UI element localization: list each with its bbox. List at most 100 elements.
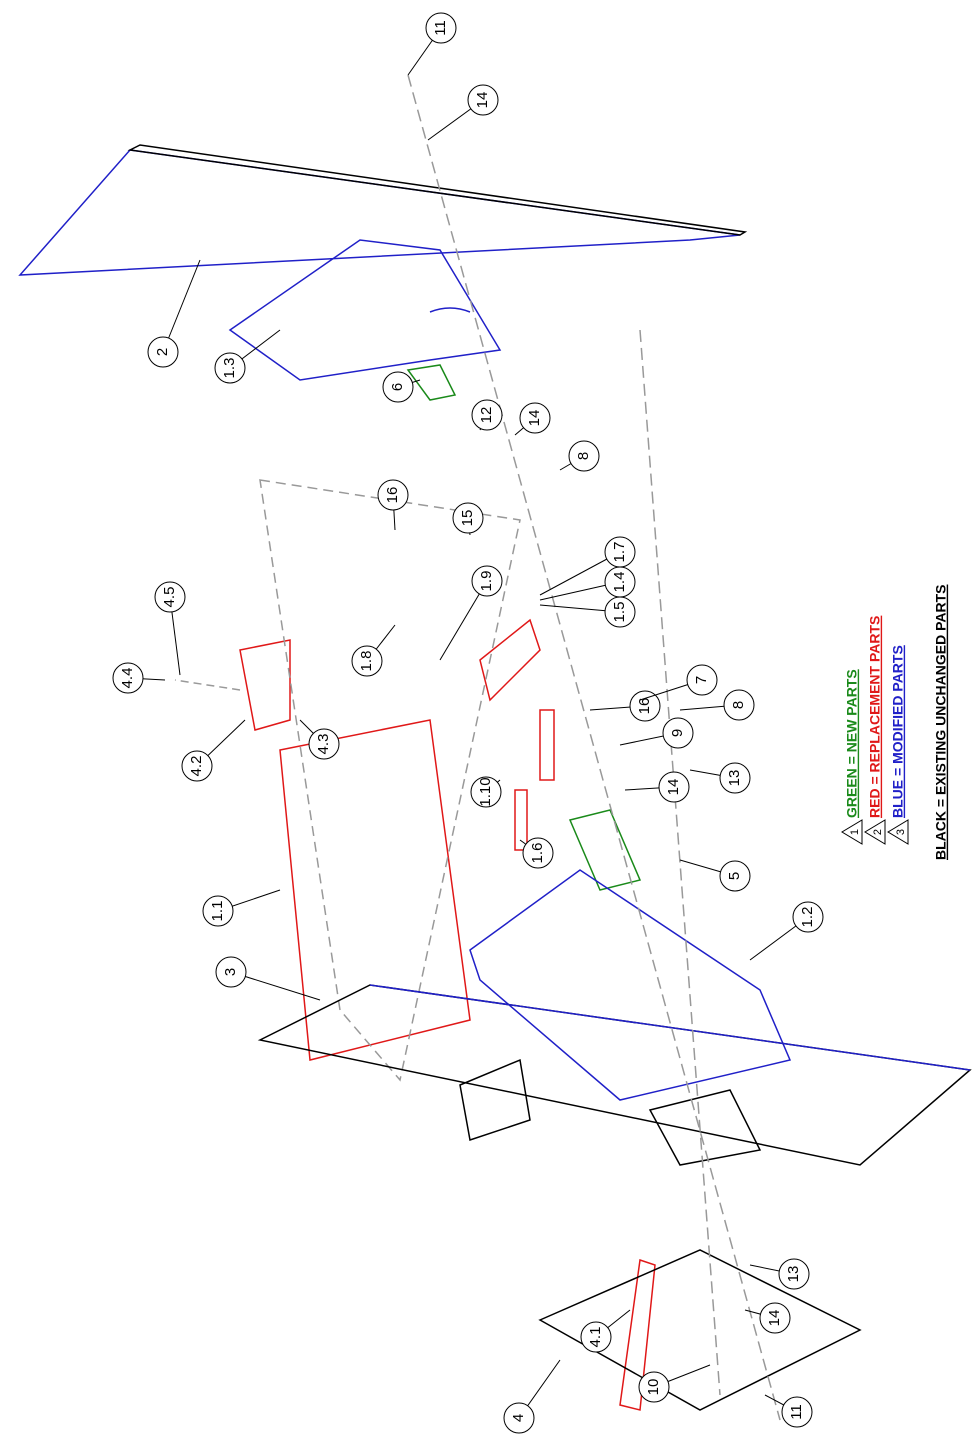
callout-label: 3	[222, 968, 239, 976]
callout-balloon	[470, 776, 502, 808]
callout-label: 15	[459, 510, 476, 527]
callout-label: 8	[575, 452, 592, 460]
callout-balloon	[452, 502, 484, 534]
callout-label: 5	[726, 872, 743, 880]
callout-label: 16	[636, 698, 653, 715]
callout-label: 2	[154, 348, 171, 356]
callout-label: 1.10	[477, 777, 494, 806]
callout-label: 1.3	[221, 358, 238, 379]
legend-text: BLUE = MODIFIED PARTS	[890, 645, 906, 818]
callout-balloon	[638, 1371, 670, 1403]
part-5	[568, 809, 642, 891]
callout-label: 16	[384, 487, 401, 504]
callout-label: 11	[788, 1404, 805, 1420]
callout-balloon	[662, 717, 694, 749]
callout-balloon	[471, 565, 503, 597]
callout-balloon	[112, 662, 144, 694]
callout-label: 1.7	[611, 542, 628, 563]
callout-balloon	[781, 1396, 813, 1428]
callout-balloon	[215, 956, 247, 988]
leader-line	[230, 971, 321, 1001]
callout-label: 4.3	[315, 734, 332, 755]
callout-label: 1.2	[799, 907, 816, 928]
assembly-outline	[259, 479, 521, 1082]
callout-label: 1.6	[529, 843, 546, 864]
bracket-1-3	[228, 239, 502, 381]
leader-line	[162, 259, 201, 353]
callout-balloon	[377, 479, 409, 511]
plate-2-edge	[127, 144, 748, 236]
callout-balloon	[604, 596, 636, 628]
callout-balloon	[723, 689, 755, 721]
legend-text: BLACK = EXISTING UNCHANGED PARTS	[933, 585, 949, 860]
callout-balloon	[568, 440, 600, 472]
legend-marker: 2	[872, 829, 884, 835]
callout-balloon	[519, 402, 551, 434]
part-1-6	[514, 789, 528, 851]
frame-rib	[648, 1089, 762, 1166]
callout-label: 1.5	[611, 602, 628, 623]
callout-label: 13	[726, 770, 743, 787]
callout-label: 4.4	[119, 668, 136, 689]
callout-label: 4	[510, 1414, 527, 1422]
part-1-5	[479, 618, 541, 702]
callout-label: 14	[474, 92, 491, 109]
frame-rib	[459, 1058, 531, 1141]
arm-1-1	[279, 719, 471, 1061]
callout-balloon	[792, 901, 824, 933]
callout-balloon	[778, 1258, 810, 1290]
callout-label: 1.4	[611, 572, 628, 593]
callout-label: 9	[669, 729, 686, 737]
part-9	[539, 709, 555, 781]
callout-label: 12	[478, 407, 495, 424]
callout-balloon	[719, 762, 751, 794]
callout-balloon	[629, 690, 661, 722]
part-6	[406, 364, 457, 401]
callout-balloon	[719, 860, 751, 892]
callout-label: 6	[389, 383, 406, 391]
callout-balloon	[658, 771, 690, 803]
callouts: 11 14 2 1.3 6 12 14 8 16 15 1.7 1.4 1.5 4.5 1.9 1.8 16 7 4…	[112, 12, 824, 1434]
legend-triangle	[864, 819, 886, 845]
callout-label: 1.8	[358, 651, 375, 672]
callout-label: 1.9	[478, 571, 495, 592]
callout-label: 14	[665, 779, 682, 796]
shaft-4-1	[619, 1259, 656, 1411]
callout-balloon	[202, 895, 234, 927]
callout-label: 14	[526, 410, 543, 427]
callout-balloon	[686, 664, 718, 696]
callout-balloon	[425, 12, 457, 44]
callout-balloon	[181, 750, 213, 782]
callout-balloon	[154, 581, 186, 613]
axis-line	[174, 679, 241, 691]
parts	[18, 74, 972, 1421]
legend-triangle	[841, 819, 863, 845]
axis-line	[639, 329, 721, 1396]
frame-edge	[369, 984, 971, 1071]
callout-label: 1.1	[209, 901, 226, 922]
legend-marker: 3	[895, 829, 907, 835]
callout-label: 14	[766, 1310, 783, 1327]
callout-balloon	[580, 1321, 612, 1353]
legend-markers	[841, 819, 909, 845]
dashed	[429, 307, 471, 313]
callout-balloon	[214, 352, 246, 384]
frame-3	[257, 984, 972, 1166]
legend-text: GREEN = NEW PARTS	[844, 669, 860, 818]
callout-balloon	[351, 645, 383, 677]
plate-2	[18, 149, 741, 276]
callout-balloon	[503, 1402, 535, 1434]
callout-label: 11	[432, 20, 449, 36]
callout-balloon	[467, 84, 499, 116]
legend-text: RED = REPLACEMENT PARTS	[867, 616, 883, 818]
axis-line	[407, 74, 781, 1421]
callout-label: 10	[645, 1379, 662, 1396]
callout-label: 4.1	[587, 1327, 604, 1348]
callout-balloon	[308, 728, 340, 760]
callout-balloon	[147, 336, 179, 368]
callout-label: 4.5	[161, 587, 178, 608]
bracket-1-2	[469, 869, 792, 1101]
callout-label: 7	[693, 676, 710, 684]
callout-balloon	[522, 837, 554, 869]
callout-balloon	[382, 371, 414, 403]
